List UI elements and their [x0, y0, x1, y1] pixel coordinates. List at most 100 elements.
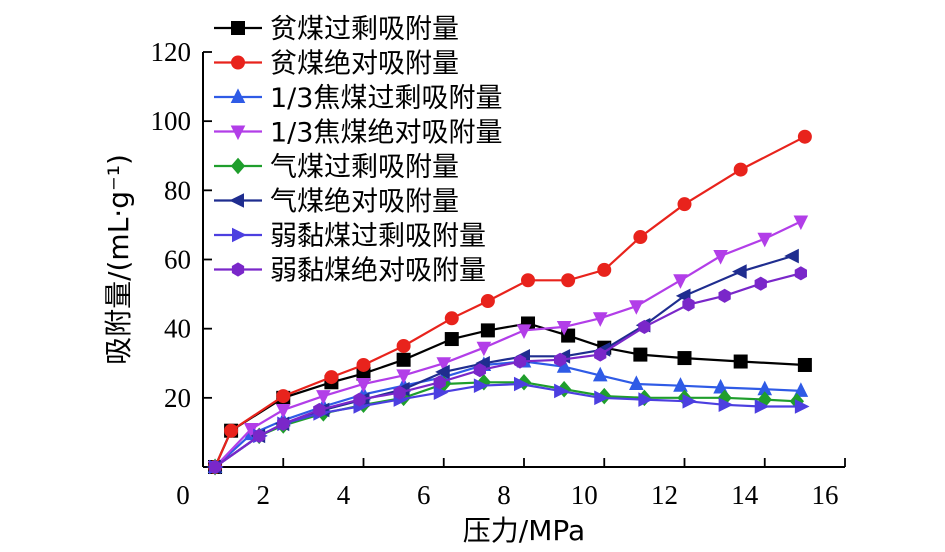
data-point: [356, 378, 371, 393]
data-point: [677, 197, 692, 212]
legend-label: 气煤过剩吸附量: [270, 152, 459, 183]
x-tick-label: 12: [651, 480, 678, 510]
data-point: [682, 393, 698, 409]
data-point: [629, 300, 644, 315]
data-point: [353, 392, 366, 407]
data-point: [444, 332, 459, 347]
legend-label: 弱黏煤绝对吸附量: [270, 256, 486, 287]
data-point: [433, 385, 449, 400]
data-point: [682, 297, 695, 312]
series-line: [214, 220, 802, 468]
legend-marker: [230, 125, 246, 141]
data-point: [793, 382, 809, 397]
series-line: [213, 322, 805, 468]
data-point: [435, 364, 450, 380]
series-line: [214, 272, 802, 468]
series-line: [214, 254, 794, 468]
y-tick-label: 60: [164, 245, 191, 275]
data-point: [793, 215, 809, 231]
data-point: [396, 352, 411, 367]
data-point: [794, 399, 810, 414]
data-point: [797, 357, 812, 372]
data-point: [629, 375, 644, 390]
data-point: [633, 347, 648, 362]
x-tick-label: 16: [812, 480, 839, 510]
data-point: [713, 250, 728, 265]
y-tick-label: 80: [164, 175, 191, 205]
legend-item: 贫煤过剩吸附量: [214, 14, 459, 45]
legend-item: 贫煤绝对吸附量: [214, 49, 459, 80]
data-point: [592, 366, 608, 382]
x-tick-label: 6: [417, 480, 431, 510]
data-point: [513, 354, 527, 369]
legend-marker: [230, 88, 246, 103]
data-point: [277, 416, 290, 431]
data-point: [356, 357, 371, 372]
x-tick-label: 0: [176, 480, 190, 510]
data-point: [594, 347, 607, 362]
data-point: [275, 403, 291, 419]
legend-marker: [229, 193, 244, 208]
data-point: [784, 248, 799, 264]
legend-label: 1/3焦煤绝对吸附量: [270, 118, 502, 149]
data-point: [597, 262, 612, 277]
data-point: [480, 294, 495, 308]
data-point: [396, 338, 411, 353]
y-axis-title: 吸附量/(mL·g⁻¹): [102, 154, 135, 365]
data-point: [436, 357, 452, 372]
data-point: [433, 375, 446, 390]
x-tick-label: 8: [497, 480, 511, 510]
data-point: [594, 390, 609, 406]
data-point: [253, 428, 266, 443]
series-line: [214, 381, 797, 468]
data-point: [516, 324, 532, 340]
series-layer: [206, 129, 812, 476]
data-point: [718, 397, 734, 413]
data-point: [677, 351, 692, 366]
data-point: [553, 352, 567, 367]
legend-label: 弱黏煤过剩吸附量: [270, 221, 486, 252]
data-point: [673, 274, 688, 289]
y-tick-label: 120: [151, 37, 192, 67]
legend-label: 气煤绝对吸附量: [270, 187, 459, 218]
data-point: [754, 276, 767, 291]
x-tick-label: 4: [337, 480, 351, 510]
y-tick-label: 20: [164, 383, 191, 413]
data-point: [224, 423, 239, 438]
data-point: [638, 392, 653, 407]
data-point: [732, 264, 747, 279]
legend-item: 1/3焦煤过剩吸附量: [214, 83, 502, 114]
legend-item: 1/3焦煤绝对吸附量: [214, 118, 502, 149]
data-point: [757, 232, 773, 248]
data-point: [592, 312, 608, 327]
data-point: [208, 459, 222, 475]
legend-label: 贫煤绝对吸附量: [270, 49, 459, 80]
data-point: [513, 376, 529, 392]
data-point: [556, 320, 572, 336]
data-point: [561, 273, 576, 288]
legend-marker: [232, 227, 247, 243]
data-point: [396, 369, 411, 384]
y-tick-label: 100: [151, 106, 192, 136]
legend-item: 气煤绝对吸附量: [214, 187, 459, 218]
x-tick-label: 2: [257, 480, 271, 510]
series-3: [207, 352, 809, 473]
legend-item: 弱黏煤绝对吸附量: [214, 256, 486, 287]
series-8: [208, 266, 807, 475]
data-point: [473, 363, 486, 378]
data-point: [554, 383, 569, 399]
data-point: [718, 288, 731, 303]
series-line: [214, 382, 801, 468]
legend-label: 贫煤过剩吸附量: [270, 14, 459, 45]
x-tick-label: 14: [731, 480, 759, 510]
legend-item: 弱黏煤过剩吸附量: [214, 221, 486, 252]
legend-marker: [231, 262, 245, 277]
data-point: [444, 311, 459, 326]
data-point: [754, 399, 770, 414]
legend-item: 气煤过剩吸附量: [214, 152, 459, 183]
data-point: [324, 370, 339, 385]
series-line: [214, 360, 801, 468]
data-point: [521, 273, 536, 288]
